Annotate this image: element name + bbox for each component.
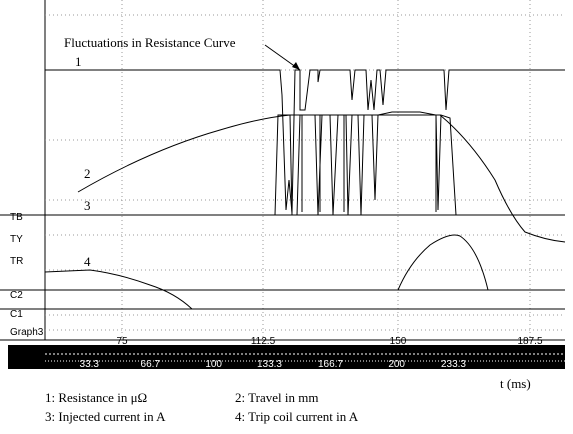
- bottom-tick-labels: 33.3 66.7 100 133.3 166.7 200 233.3: [80, 359, 467, 370]
- curve-number: 1: [75, 54, 82, 69]
- channel-label: TY: [10, 234, 23, 245]
- legend-entry: 1: Resistance in μΩ: [45, 390, 147, 405]
- series-2-travel: [77, 114, 566, 243]
- channel-label: Graph3: [10, 327, 44, 338]
- x-axis-label: t (ms): [500, 376, 531, 391]
- x-tick-label-top: 75: [116, 336, 128, 347]
- curve-number: 3: [84, 198, 91, 213]
- channel-label: TR: [10, 256, 23, 267]
- curve-numbers: 1 2 3 4: [75, 54, 91, 269]
- legend-entry: 2: Travel in mm: [235, 390, 318, 405]
- channel-label: C2: [10, 290, 23, 301]
- top-tick-labels: 75 112.5 150 187.5: [116, 336, 543, 347]
- channel-label: C1: [10, 309, 23, 320]
- x-tick-label-bottom: 200: [388, 359, 405, 370]
- x-tick-label-top: 187.5: [517, 336, 542, 347]
- time-axis: [8, 345, 565, 369]
- legend: 1: Resistance in μΩ 2: Travel in mm 3: Inj…: [45, 390, 359, 424]
- channel-lines: [0, 214, 565, 341]
- x-tick-label-bottom: 166.7: [318, 359, 343, 370]
- x-tick-label-top: 150: [390, 336, 407, 347]
- grid: [44, 0, 565, 340]
- annotation-text: Fluctuations in Resistance Curve: [64, 35, 236, 50]
- x-tick-label-bottom: 133.3: [257, 359, 282, 370]
- x-tick-label-bottom: 100: [205, 359, 222, 370]
- channel-labels: TB TY TR C2 C1 Graph3: [10, 212, 44, 338]
- x-tick-label-bottom: 66.7: [141, 359, 161, 370]
- series-4-trip-coil-pulse: [397, 234, 489, 291]
- axis-bar: [8, 345, 565, 369]
- x-tick-label-bottom: 233.3: [441, 359, 466, 370]
- curve-number: 4: [84, 254, 91, 269]
- legend-entry: 3: Injected current in A: [45, 409, 166, 424]
- legend-entry: 4: Trip coil current in A: [235, 409, 359, 424]
- series-layer: [44, 69, 566, 310]
- channel-label: TB: [10, 212, 23, 223]
- curve-number: 2: [84, 166, 91, 181]
- x-tick-label-bottom: 33.3: [80, 359, 100, 370]
- annotation-arrowhead: [292, 62, 300, 70]
- series-4-trip-coil: [44, 269, 565, 310]
- x-tick-label-top: 112.5: [251, 336, 276, 347]
- series-1-resistance: [45, 69, 565, 214]
